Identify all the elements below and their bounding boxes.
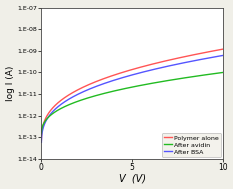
Polymer alone xyxy=(216,49,219,51)
After avidin xyxy=(49,114,52,116)
Line: After BSA: After BSA xyxy=(41,56,223,142)
Polymer alone xyxy=(183,56,185,58)
Legend: Polymer alone, After avidin, After BSA: Polymer alone, After avidin, After BSA xyxy=(162,133,221,157)
After avidin xyxy=(128,87,131,89)
After BSA xyxy=(183,62,185,64)
Polymer alone xyxy=(128,69,131,71)
After BSA xyxy=(216,55,219,58)
Polymer alone xyxy=(49,109,52,112)
After avidin xyxy=(183,77,185,79)
After BSA xyxy=(221,54,224,57)
Polymer alone xyxy=(40,139,43,141)
Y-axis label: log I (A): log I (A) xyxy=(6,66,14,101)
After avidin xyxy=(221,71,224,74)
Polymer alone xyxy=(123,70,126,73)
After BSA xyxy=(128,74,131,77)
After avidin xyxy=(123,88,126,90)
Line: After avidin: After avidin xyxy=(41,73,223,134)
After BSA xyxy=(49,113,52,115)
Line: Polymer alone: Polymer alone xyxy=(41,49,223,140)
Polymer alone xyxy=(221,48,224,50)
After avidin xyxy=(40,132,43,135)
After BSA xyxy=(123,76,126,78)
After avidin xyxy=(216,72,219,74)
After BSA xyxy=(216,55,219,57)
Polymer alone xyxy=(216,49,219,51)
X-axis label: V  (V): V (V) xyxy=(119,174,145,184)
After BSA xyxy=(40,141,43,143)
After avidin xyxy=(216,72,219,74)
